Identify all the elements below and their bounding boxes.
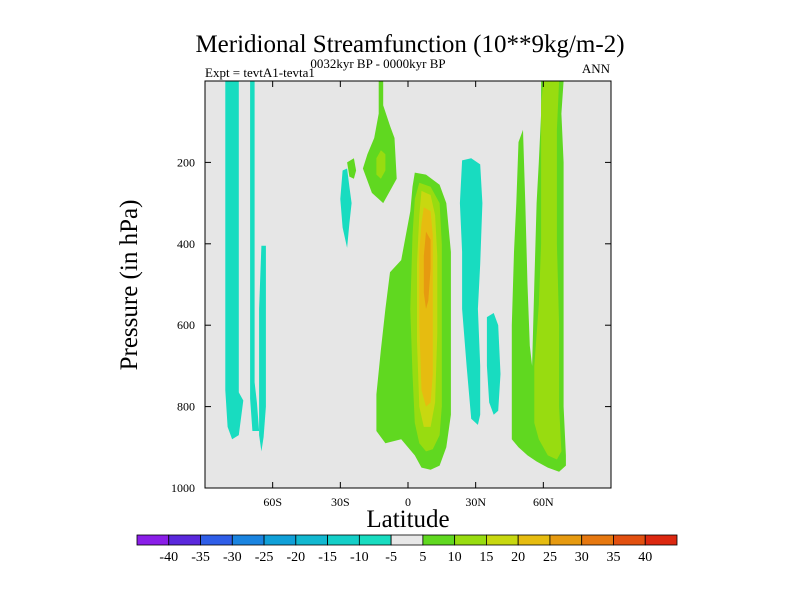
colorbar-label-5: -15 bbox=[318, 550, 337, 565]
x-tick-label-4: 60N bbox=[533, 495, 554, 509]
y-tick-label-2: 600 bbox=[177, 318, 195, 332]
colorbar-swatch-5 bbox=[295, 534, 328, 546]
colorbar-label-11: 20 bbox=[511, 550, 525, 565]
colorbar-swatch-15 bbox=[613, 534, 646, 546]
colorbar-swatch-11 bbox=[486, 534, 519, 546]
x-axis-label: Latitude bbox=[366, 506, 449, 533]
right-label: ANN bbox=[582, 61, 611, 76]
colorbar-swatch-2 bbox=[200, 534, 233, 546]
colorbar-swatch-14 bbox=[581, 534, 614, 546]
y-axis: 200 400 600 800 1000 bbox=[171, 155, 611, 495]
colorbar-label-15: 40 bbox=[638, 550, 652, 565]
x-tick-label-1: 30S bbox=[331, 495, 350, 509]
x-tick-label-3: 30N bbox=[465, 495, 486, 509]
y-tick-label-4: 1000 bbox=[171, 481, 195, 495]
colorbar-swatch-1 bbox=[168, 534, 201, 546]
center-label: 0032kyr BP - 0000kyr BP bbox=[310, 56, 445, 71]
colorbar-swatch-7 bbox=[358, 534, 392, 546]
left-label: Expt = tevtA1-tevta1 bbox=[205, 65, 315, 80]
colorbar-swatch-10 bbox=[454, 534, 487, 546]
colorbar-label-13: 30 bbox=[575, 550, 589, 565]
colorbar-swatch-9 bbox=[422, 534, 456, 546]
contour-region-neg-band-south-b bbox=[259, 245, 266, 452]
x-tick-label-2: 0 bbox=[405, 495, 411, 509]
colorbar-label-6: -10 bbox=[350, 550, 369, 565]
colorbar-label-4: -20 bbox=[286, 550, 305, 565]
colorbar-swatch-13 bbox=[549, 534, 583, 546]
contour-regions bbox=[225, 81, 566, 472]
colorbar-swatch-12 bbox=[517, 534, 551, 546]
y-tick-label-3: 800 bbox=[177, 400, 195, 414]
contour-region-pos-upper-small bbox=[347, 158, 357, 179]
colorbar-swatch-16 bbox=[644, 534, 678, 546]
contour-region-neg-upper-blob bbox=[340, 168, 352, 248]
contour-region-pos-upper-lobe bbox=[362, 81, 397, 204]
colorbar-label-14: 35 bbox=[606, 550, 620, 565]
contour-region-neg-band-south-a bbox=[250, 81, 260, 431]
colorbar-label-2: -30 bbox=[223, 550, 242, 565]
colorbar-swatch-8 bbox=[390, 534, 424, 546]
contour-region-neg-north-a bbox=[459, 158, 483, 425]
chart-title: Meridional Streamfunction (10**9kg/m-2) bbox=[195, 31, 624, 58]
contour-region-neg-north-b bbox=[486, 313, 501, 415]
colorbar-label-9: 10 bbox=[448, 550, 462, 565]
x-axis: 60S 30S 0 30N 60N bbox=[263, 81, 554, 509]
contour-region-pos-upper-lobe-core bbox=[376, 150, 386, 179]
colorbar-label-8: 5 bbox=[419, 550, 426, 565]
y-tick-label-0: 200 bbox=[177, 155, 195, 169]
colorbar-label-7: -5 bbox=[385, 550, 397, 565]
colorbar-swatch-4 bbox=[263, 534, 297, 546]
contour-region-neg-band-far-south bbox=[225, 81, 244, 440]
colorbar-label-1: -35 bbox=[191, 550, 210, 565]
colorbar-swatch-6 bbox=[327, 534, 360, 546]
colorbar-label-0: -40 bbox=[159, 550, 178, 565]
colorbar-label-3: -25 bbox=[255, 550, 274, 565]
colorbar-label-12: 25 bbox=[543, 550, 557, 565]
colorbar: -40 -35 -30 -25 -20 -15 -10 -5 5 10 15 20 25 30 35 40 bbox=[136, 534, 678, 565]
y-axis-label: Pressure (in hPa) bbox=[116, 200, 143, 371]
contour-region-pos-main-cell-25 bbox=[423, 231, 431, 309]
colorbar-swatch-0 bbox=[136, 534, 170, 546]
x-tick-label-0: 60S bbox=[263, 495, 282, 509]
y-tick-label-1: 400 bbox=[177, 237, 195, 251]
colorbar-swatch-3 bbox=[231, 534, 265, 546]
contour-region-pos-north-10 bbox=[534, 81, 562, 460]
colorbar-label-10: 15 bbox=[479, 550, 493, 565]
